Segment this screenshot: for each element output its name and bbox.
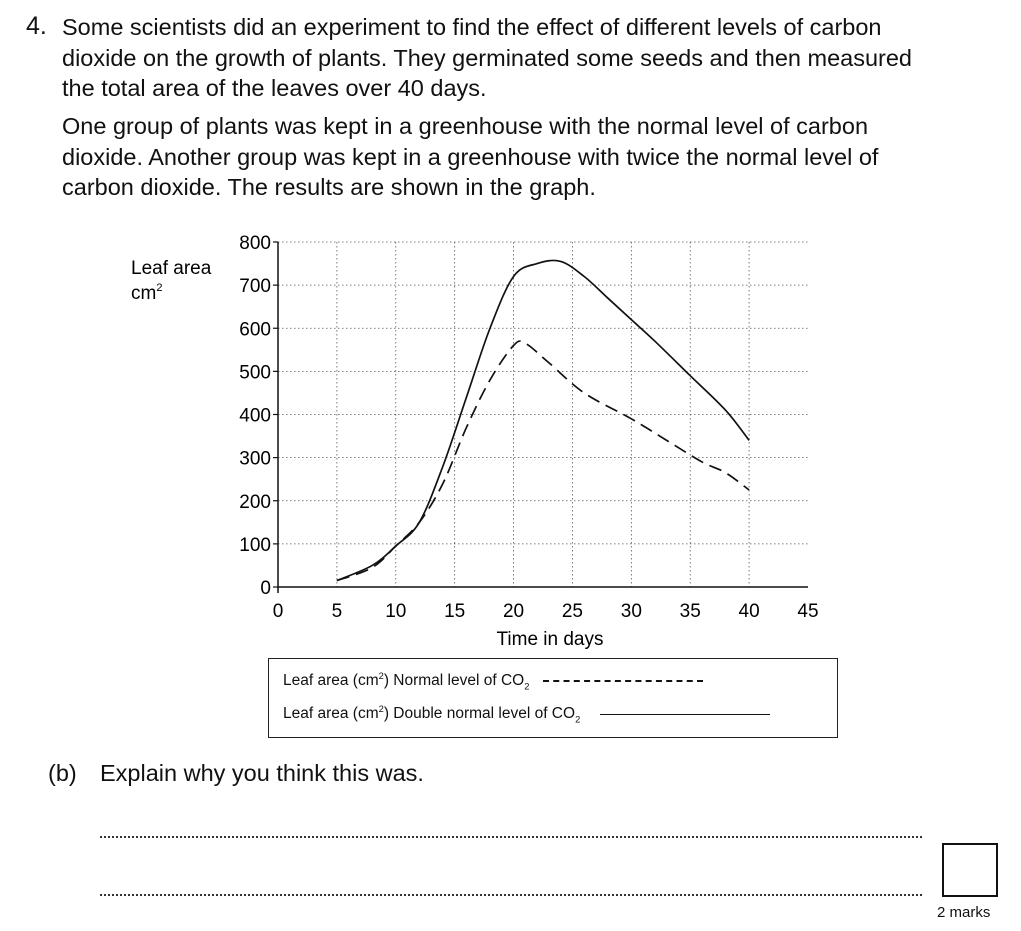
series-line-double-co2 [336, 259, 750, 582]
x-tick-label: 25 [562, 601, 583, 622]
x-tick-label: 0 [273, 601, 284, 622]
legend-dashed-line [543, 680, 704, 683]
y-tick-label: 700 [239, 276, 271, 297]
y-tick-label: 400 [239, 406, 271, 427]
x-tick-label: 15 [444, 601, 465, 622]
y-tick-label: 500 [239, 362, 271, 383]
legend-item-normal: Leaf area (cm2) Normal level of CO2 [283, 671, 704, 692]
x-tick-label: 5 [332, 601, 343, 622]
chart-grid [278, 241, 808, 587]
data-lines [336, 259, 750, 582]
y-tick-label: 200 [239, 492, 271, 513]
y-axis-label: Leaf area [131, 258, 212, 279]
y-tick-label: 0 [260, 578, 271, 599]
answer-line[interactable] [100, 836, 922, 838]
y-tick-label: 600 [239, 319, 271, 340]
y-tick-label: 800 [239, 233, 271, 254]
x-tick-label: 10 [385, 601, 406, 622]
x-tick-label: 20 [503, 601, 524, 622]
chart-axes [273, 241, 808, 593]
mark-box [942, 843, 998, 897]
question-intro: Some scientists did an experiment to fin… [62, 14, 913, 101]
part-b-prompt: Explain why you think this was. [100, 760, 424, 786]
y-tick-label: 300 [239, 449, 271, 470]
y-tick-label: 100 [239, 535, 271, 556]
chart-legend: Leaf area (cm2) Normal level of CO2 Leaf… [268, 658, 838, 738]
marks-label: 2 marks [937, 904, 991, 921]
question-method: One group of plants was kept in a greenh… [62, 113, 879, 200]
y-tick-labels: 0 100 200 300 400 500 600 700 800 [239, 233, 271, 599]
y-axis-unit-text: cm [131, 283, 156, 304]
x-tick-label: 35 [680, 601, 701, 622]
legend-label-normal: Leaf area (cm2) Normal level of CO2 [283, 671, 530, 692]
x-tick-label: 30 [621, 601, 642, 622]
x-axis-label: Time in days [497, 629, 604, 650]
question-number: 4. [26, 12, 47, 40]
legend-solid-line [600, 713, 771, 715]
legend-item-double: Leaf area (cm2) Double normal level of C… [283, 704, 771, 725]
x-tick-label: 45 [797, 601, 818, 622]
x-tick-labels: 0 5 10 15 20 25 30 35 40 45 [273, 601, 819, 622]
x-tick-label: 40 [739, 601, 760, 622]
y-axis-unit: cm2 [131, 282, 162, 304]
leaf-area-chart: 0 100 200 300 400 500 600 700 800 0 5 10 15 20 25 30 35… [131, 233, 819, 650]
legend-label-double: Leaf area (cm2) Double normal level of C… [283, 704, 581, 725]
answer-line[interactable] [100, 894, 922, 896]
part-b-label: (b) [48, 760, 77, 786]
y-axis-unit-sup: 2 [156, 282, 162, 294]
